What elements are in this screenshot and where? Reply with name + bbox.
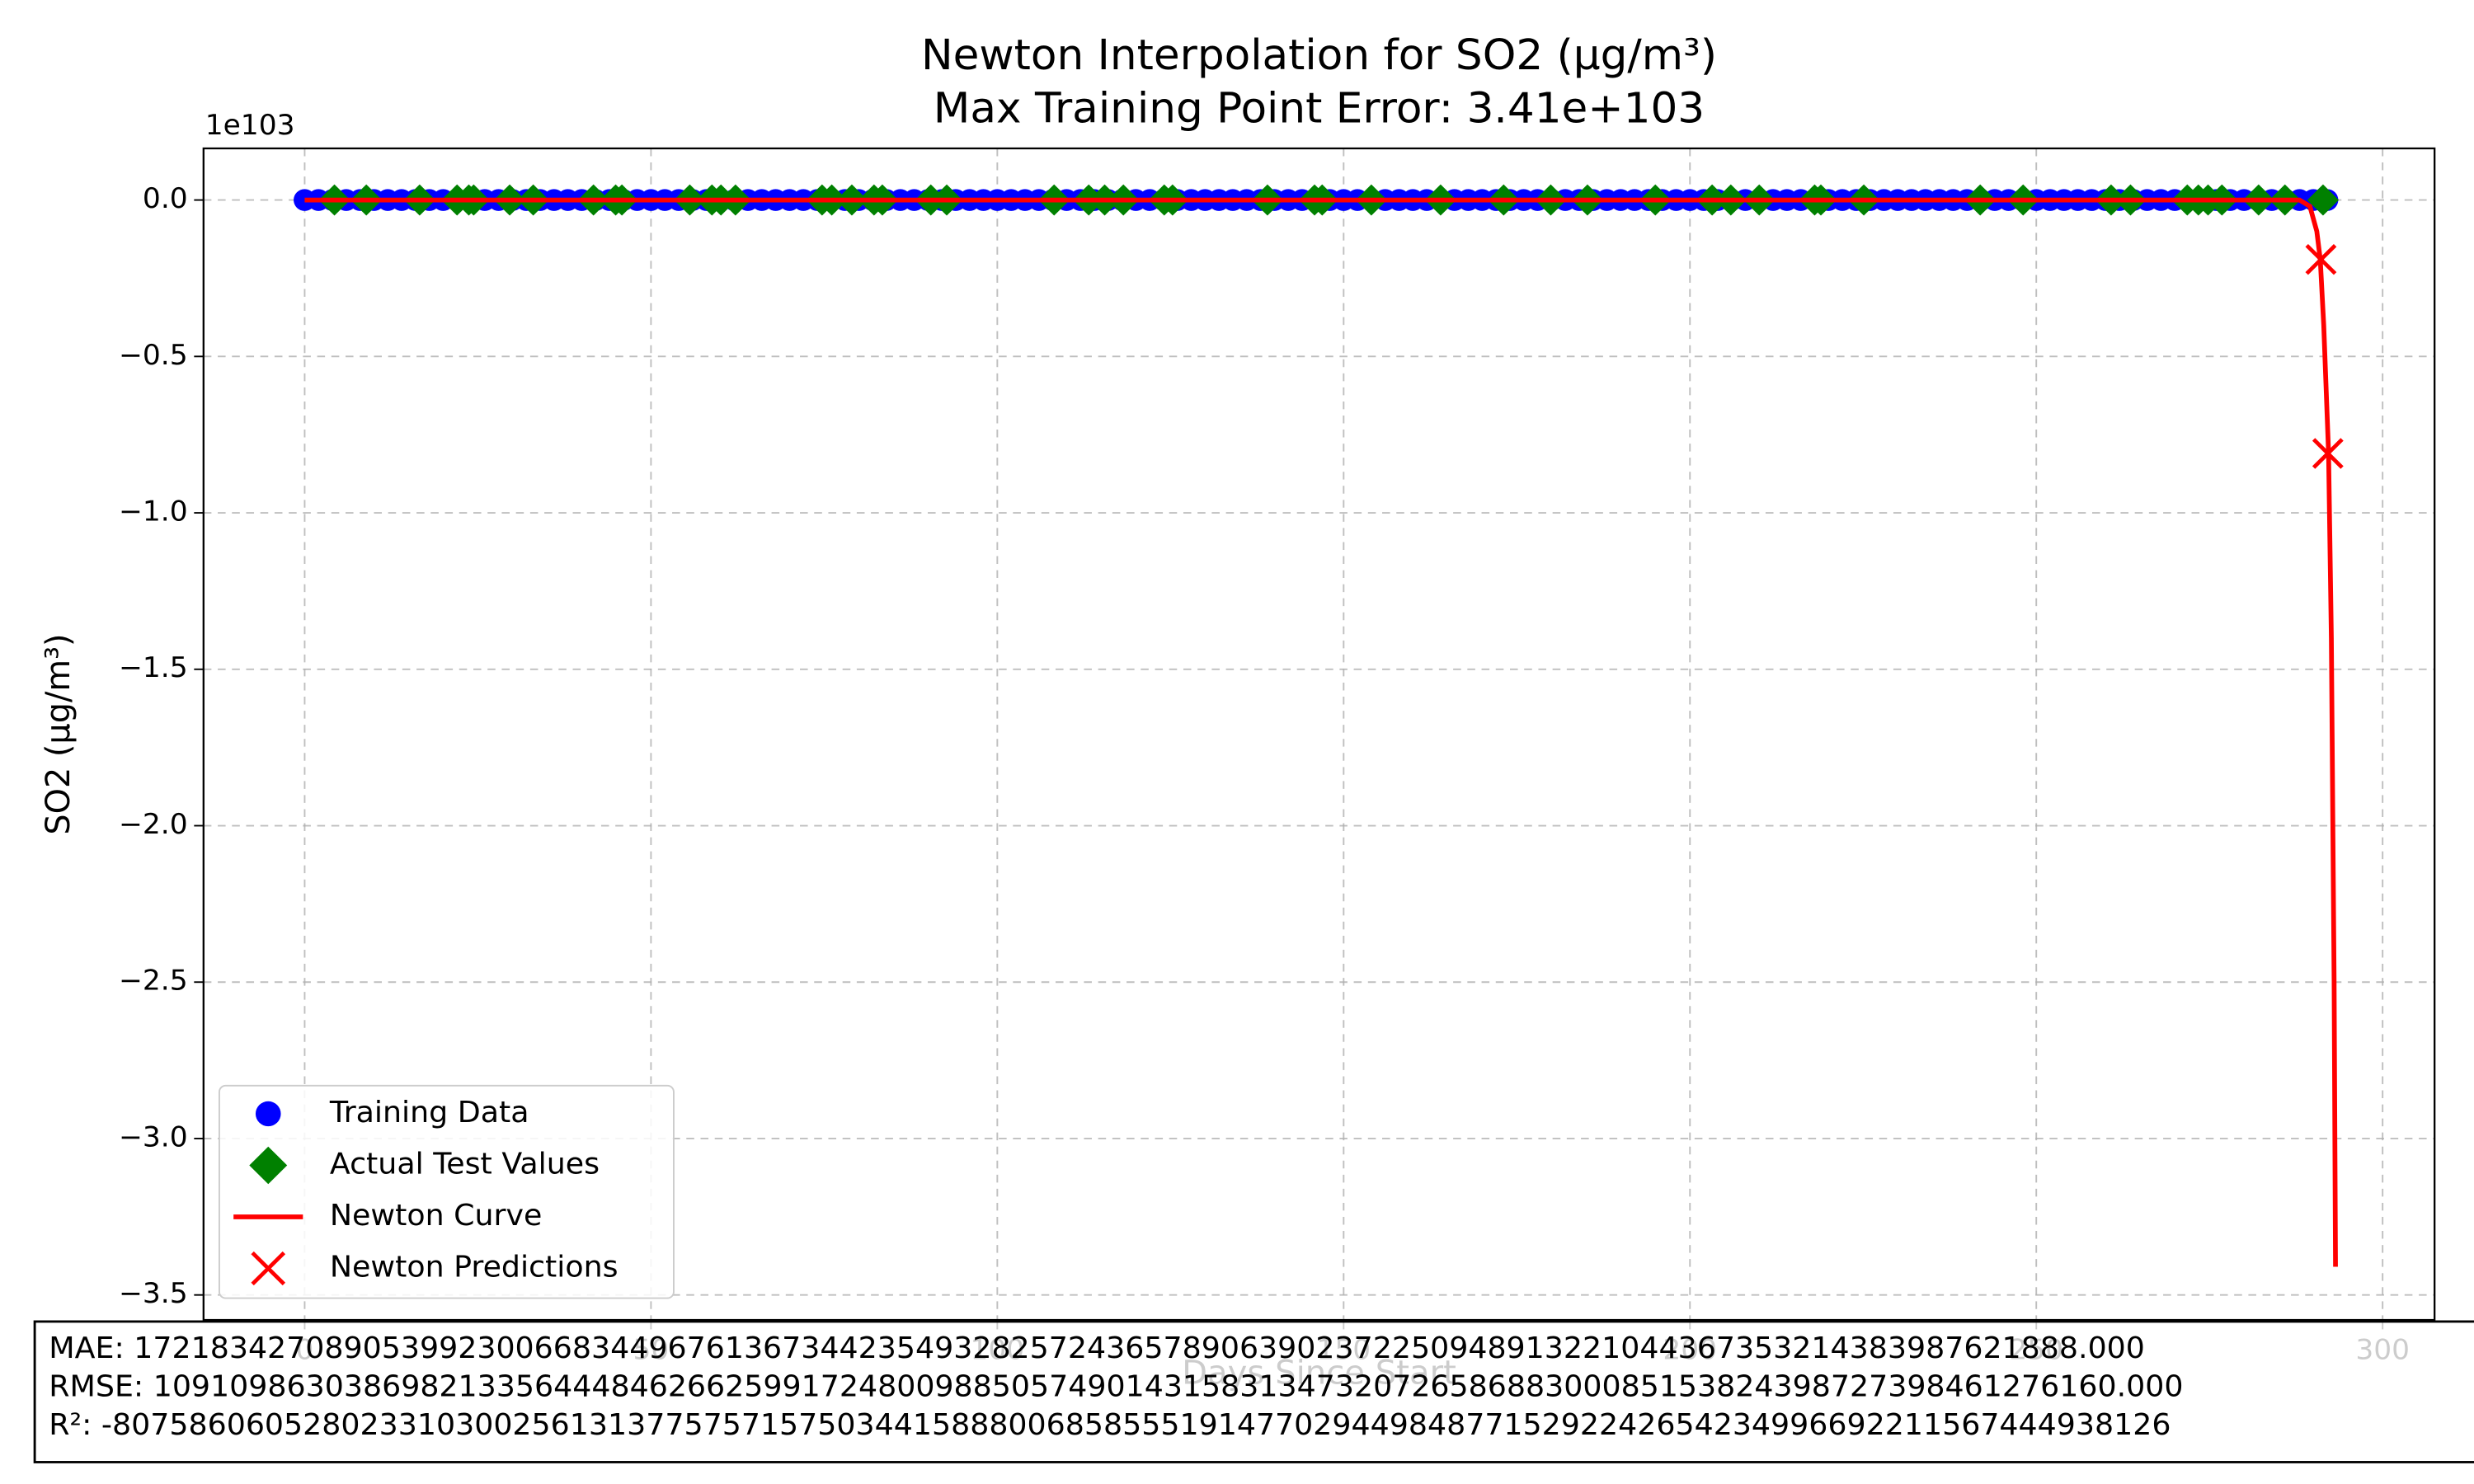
y-tick-label: −2.5 bbox=[119, 965, 188, 998]
prediction-point bbox=[2305, 243, 2337, 275]
y-tick-label: −1.5 bbox=[119, 651, 188, 684]
legend-label: Newton Curve bbox=[330, 1197, 542, 1233]
legend-label: Training Data bbox=[329, 1094, 529, 1129]
chart-title: Newton Interpolation for SO2 (µg/m³) bbox=[921, 31, 1717, 80]
y-tick-label: −1.0 bbox=[119, 495, 188, 528]
legend-box bbox=[218, 1084, 675, 1299]
newton-curve bbox=[304, 197, 2338, 1267]
y-tick-label: −3.5 bbox=[119, 1277, 188, 1310]
axes-frame bbox=[202, 147, 2436, 1322]
y-tick-label: −2.0 bbox=[119, 808, 188, 841]
y-tick-label: −3.0 bbox=[119, 1121, 188, 1154]
prediction-point bbox=[2312, 438, 2344, 469]
y-tick-label: 0.0 bbox=[143, 182, 188, 215]
metric-line: RMSE: 1091098630386982133564448462662599… bbox=[49, 1369, 2183, 1404]
legend-marker bbox=[251, 1251, 286, 1286]
metrics-box bbox=[33, 1320, 2474, 1463]
test-point bbox=[2307, 184, 2340, 216]
legend-marker bbox=[255, 1101, 281, 1127]
metric-line: MAE: 17218342708905399230066834496761367… bbox=[49, 1330, 2145, 1365]
chart-subtitle: Max Training Point Error: 3.41e+103 bbox=[934, 84, 1705, 134]
y-offset-label: 1e103 bbox=[205, 109, 295, 142]
metric-line: R²: -80758606052802331030025613137757571… bbox=[49, 1407, 2171, 1442]
y-tick-label: −0.5 bbox=[119, 339, 188, 372]
y-axis-label: SO2 (µg/m³) bbox=[40, 633, 78, 834]
legend-label: Newton Predictions bbox=[330, 1249, 618, 1284]
series-layer bbox=[294, 184, 2344, 1267]
legend-label: Actual Test Values bbox=[330, 1146, 600, 1181]
